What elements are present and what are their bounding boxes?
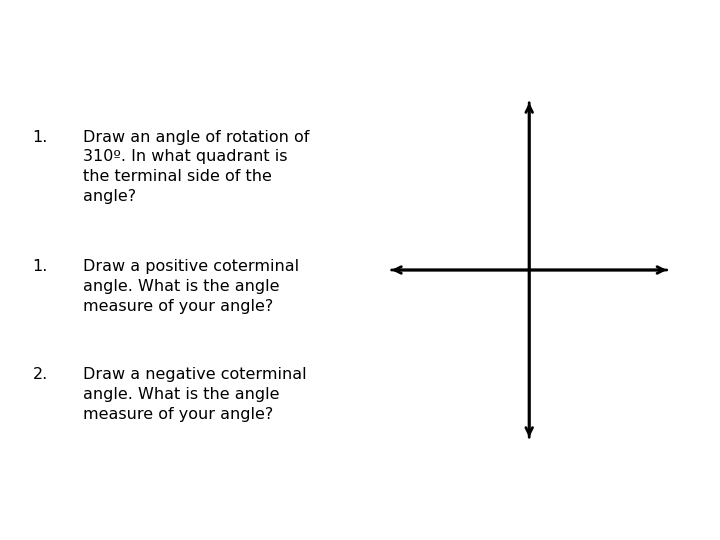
- Text: 2.: 2.: [32, 367, 48, 382]
- Text: Draw a positive coterminal
angle. What is the angle
measure of your angle?: Draw a positive coterminal angle. What i…: [83, 259, 299, 314]
- Text: 1.: 1.: [32, 130, 48, 145]
- Text: Draw an angle of rotation of
310º. In what quadrant is
the terminal side of the
: Draw an angle of rotation of 310º. In wh…: [83, 130, 309, 204]
- Text: 1.: 1.: [32, 259, 48, 274]
- Text: Draw a negative coterminal
angle. What is the angle
measure of your angle?: Draw a negative coterminal angle. What i…: [83, 367, 307, 422]
